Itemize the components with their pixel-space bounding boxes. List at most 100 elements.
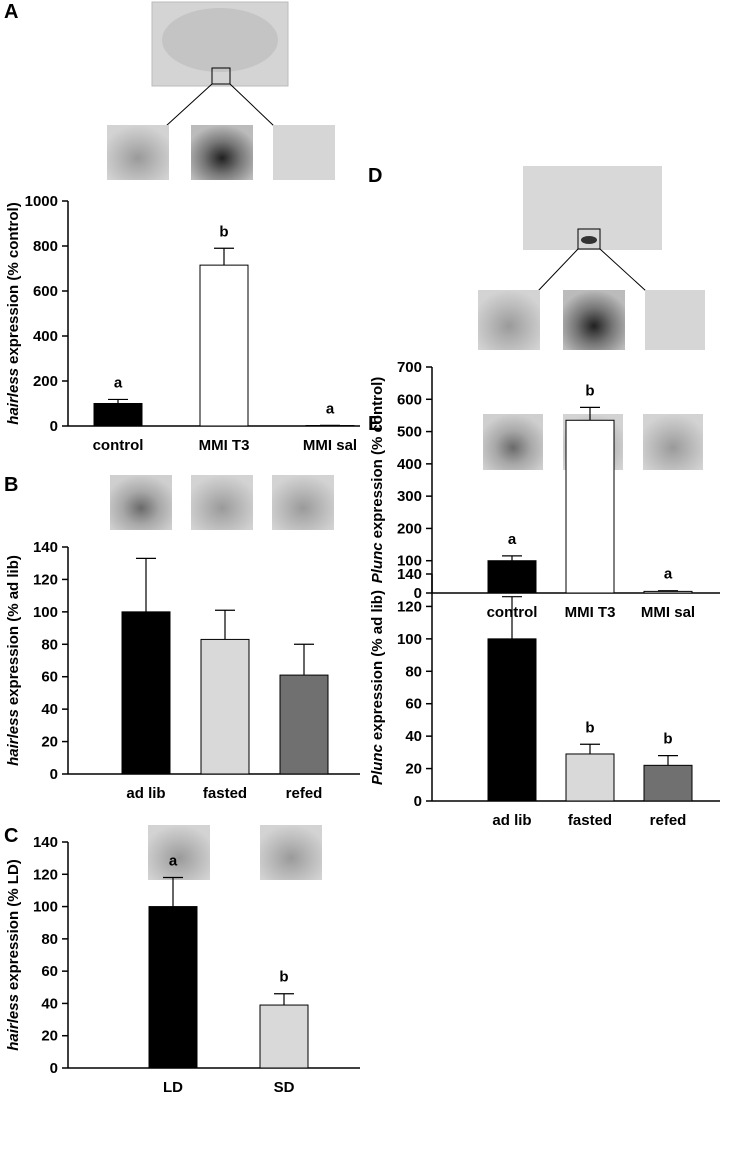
x-tick-label: SD	[274, 1079, 295, 1096]
y-tick-label: 600	[33, 283, 58, 300]
y-tick-label: 300	[397, 488, 422, 505]
error-bar	[163, 878, 183, 907]
y-tick-label: 140	[33, 834, 58, 851]
y-tick-label: 40	[41, 995, 58, 1012]
x-tick-label: refed	[286, 785, 323, 802]
significance-letter: a	[169, 853, 178, 870]
y-axis-label: Plunc expression (% ad lib)	[369, 590, 386, 785]
y-tick-label: 200	[33, 373, 58, 390]
error-bar	[658, 591, 678, 592]
bar	[122, 612, 170, 774]
error-bar	[215, 610, 235, 639]
micrographs	[107, 2, 705, 880]
y-axis-label: hairless expression (% ad lib)	[5, 555, 22, 766]
x-tick-label: ad lib	[126, 785, 165, 802]
error-bar	[658, 756, 678, 766]
y-tick-label: 100	[33, 604, 58, 621]
y-tick-label: 600	[397, 391, 422, 408]
bar	[200, 265, 248, 426]
y-tick-label: 40	[405, 728, 422, 745]
error-bar	[502, 556, 522, 561]
y-tick-label: 80	[405, 663, 422, 680]
y-axis-label-text: expression (% control)	[5, 202, 22, 364]
significance-letter: a	[508, 531, 517, 548]
y-tick-label: 20	[41, 1028, 58, 1045]
y-axis-label: hairless expression (% LD)	[5, 859, 22, 1051]
y-axis-label-gene: hairless	[5, 709, 22, 766]
y-tick-label: 200	[397, 520, 422, 537]
y-axis-label-text: expression (% ad lib)	[369, 590, 386, 740]
y-tick-label: 20	[41, 734, 58, 751]
y-tick-label: 60	[41, 669, 58, 686]
bar	[280, 675, 328, 774]
bar	[488, 639, 536, 801]
y-tick-label: 60	[41, 963, 58, 980]
x-tick-label: MMI sal	[303, 437, 357, 454]
bar	[201, 639, 249, 774]
panel-label: B	[4, 474, 18, 496]
bar	[260, 1005, 308, 1068]
x-tick-label: LD	[163, 1079, 183, 1096]
x-tick-label: fasted	[568, 812, 612, 829]
bar	[644, 591, 692, 593]
y-axis-label-gene: Plunc	[369, 542, 386, 583]
y-tick-label: 40	[41, 701, 58, 718]
x-tick-label: MMI T3	[199, 437, 250, 454]
x-tick-label: MMI sal	[641, 604, 695, 621]
error-bar	[274, 994, 294, 1005]
y-axis-label-gene: hairless	[5, 368, 22, 425]
y-tick-label: 60	[405, 696, 422, 713]
y-tick-label: 140	[397, 566, 422, 583]
y-tick-label: 1000	[25, 193, 58, 210]
y-axis-label: hairless expression (% control)	[5, 202, 22, 424]
y-tick-label: 0	[50, 418, 58, 435]
bar	[566, 420, 614, 593]
panel-label: C	[4, 825, 18, 847]
panel-label: D	[368, 165, 382, 187]
panel-label: E	[368, 413, 381, 435]
significance-letter: b	[663, 731, 672, 748]
error-bar	[136, 558, 156, 612]
x-tick-label: ad lib	[492, 812, 531, 829]
y-tick-label: 400	[33, 328, 58, 345]
error-bar	[214, 248, 234, 265]
x-tick-label: refed	[650, 812, 687, 829]
significance-letter: a	[326, 400, 335, 417]
y-tick-label: 700	[397, 359, 422, 376]
x-tick-label: fasted	[203, 785, 247, 802]
significance-letter: b	[219, 223, 228, 240]
y-tick-label: 120	[33, 866, 58, 883]
bar	[149, 907, 197, 1068]
error-bar	[580, 744, 600, 754]
y-tick-label: 0	[50, 766, 58, 783]
y-tick-label: 120	[397, 598, 422, 615]
y-axis-label-gene: Plunc	[369, 743, 386, 784]
bar	[94, 404, 142, 427]
error-bar	[108, 399, 128, 403]
significance-letter: b	[585, 382, 594, 399]
y-tick-label: 500	[397, 424, 422, 441]
significance-letter: a	[114, 374, 123, 391]
significance-letter: a	[664, 566, 673, 583]
y-axis-label-text: expression (% control)	[369, 377, 386, 539]
y-tick-label: 140	[33, 539, 58, 556]
y-axis-label-gene: hairless	[5, 994, 22, 1051]
y-tick-label: 80	[41, 931, 58, 948]
x-tick-label: MMI T3	[565, 604, 616, 621]
y-tick-label: 20	[405, 761, 422, 778]
bar	[566, 754, 614, 801]
y-axis-label: Plunc expression (% control)	[369, 377, 386, 584]
panel-label: A	[4, 1, 18, 23]
error-bar	[294, 644, 314, 675]
bar	[644, 765, 692, 801]
y-tick-label: 100	[33, 899, 58, 916]
y-tick-label: 100	[397, 631, 422, 648]
y-tick-label: 0	[414, 793, 422, 810]
significance-letter: b	[279, 969, 288, 986]
y-tick-label: 800	[33, 238, 58, 255]
y-axis-label-text: expression (% LD)	[5, 859, 22, 990]
y-axis-label-text: expression (% ad lib)	[5, 555, 22, 705]
x-tick-label: control	[93, 437, 144, 454]
y-tick-label: 120	[33, 571, 58, 588]
